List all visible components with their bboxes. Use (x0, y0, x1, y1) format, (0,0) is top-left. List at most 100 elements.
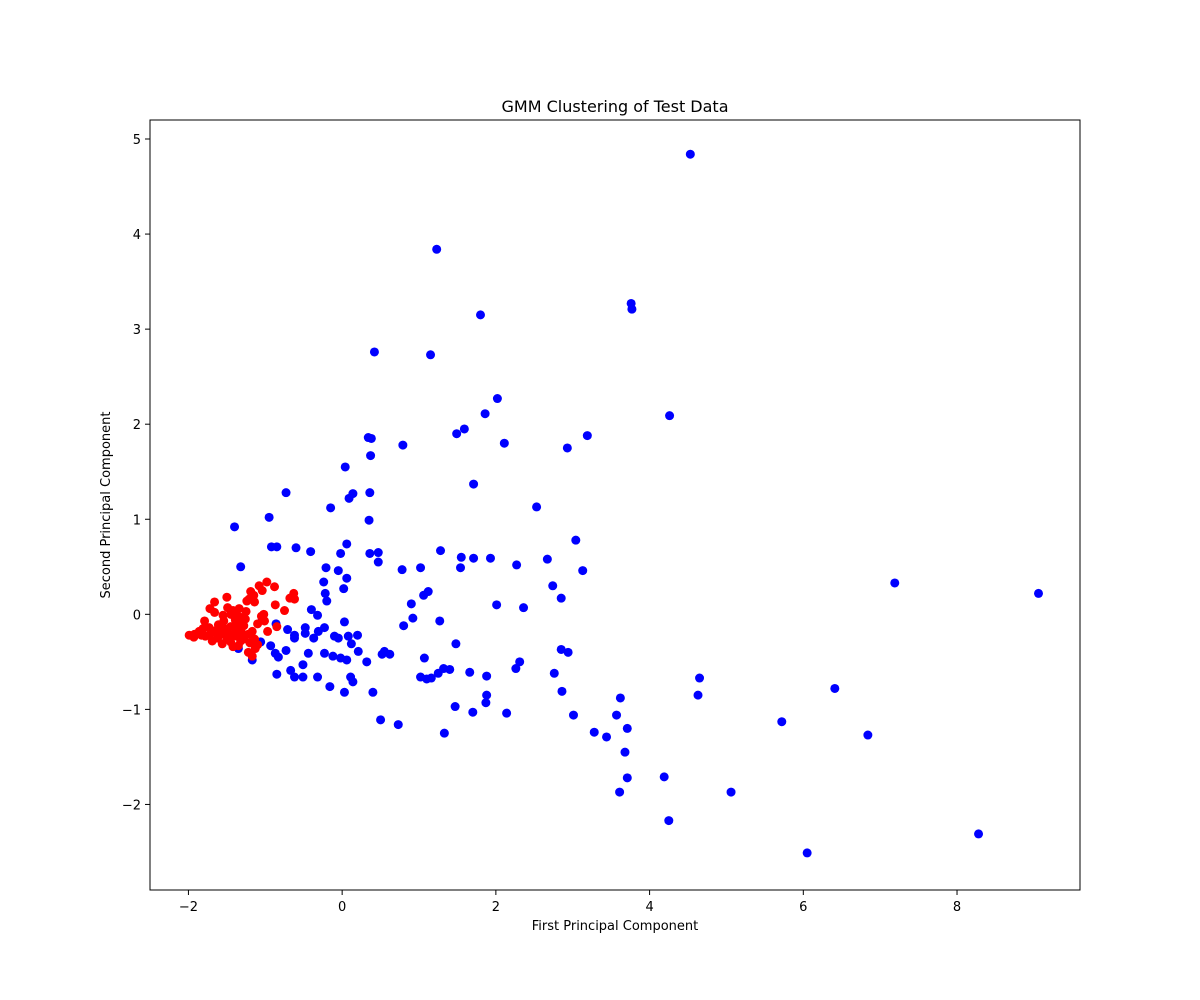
scatter-point-cluster-0 (322, 596, 332, 606)
scatter-point-cluster-0 (557, 686, 567, 696)
scatter-point-cluster-0 (515, 657, 525, 667)
scatter-point-cluster-0 (726, 787, 736, 797)
scatter-point-cluster-0 (397, 565, 407, 575)
scatter-point-cluster-0 (485, 553, 495, 563)
scatter-point-cluster-0 (321, 563, 331, 573)
scatter-point-cluster-1 (210, 597, 220, 607)
scatter-point-cluster-0 (548, 581, 558, 591)
scatter-point-cluster-0 (339, 617, 349, 627)
scatter-point-cluster-0 (436, 546, 446, 556)
scatter-point-cluster-0 (342, 573, 352, 583)
scatter-point-cluster-0 (482, 690, 492, 700)
scatter-point-cluster-0 (480, 409, 490, 419)
scatter-point-cluster-1 (196, 630, 206, 640)
scatter-point-cluster-0 (376, 715, 386, 725)
y-tick-label: 5 (133, 133, 141, 148)
scatter-point-cluster-1 (250, 644, 260, 654)
scatter-point-cluster-0 (326, 503, 336, 513)
scatter-point-cluster-0 (313, 672, 323, 682)
scatter-point-cluster-0 (602, 732, 612, 742)
scatter-point-cluster-0 (342, 539, 352, 549)
x-tick-label: −2 (179, 900, 198, 915)
scatter-point-cluster-0 (571, 535, 581, 545)
scatter-point-cluster-1 (280, 606, 290, 616)
scatter-point-cluster-0 (802, 848, 812, 858)
scatter-point-cluster-0 (532, 502, 542, 512)
scatter-point-cluster-1 (217, 639, 227, 649)
scatter-point-cluster-0 (459, 424, 469, 434)
y-tick-label: 0 (133, 608, 141, 623)
scatter-point-cluster-0 (344, 493, 354, 503)
scatter-point-cluster-1 (272, 622, 282, 632)
scatter-point-cluster-0 (664, 816, 674, 826)
scatter-point-cluster-0 (863, 730, 873, 740)
scatter-point-cluster-0 (622, 773, 632, 783)
x-tick-label: 8 (953, 900, 961, 915)
scatter-point-cluster-0 (336, 548, 346, 558)
x-axis-label: First Principal Component (532, 919, 699, 934)
scatter-point-cluster-0 (273, 652, 283, 662)
scatter-point-cluster-0 (556, 644, 566, 654)
scatter-point-cluster-0 (432, 244, 442, 254)
scatter-point-cluster-0 (365, 548, 375, 558)
scatter-point-cluster-0 (665, 411, 675, 421)
scatter-point-cluster-1 (257, 586, 267, 596)
scatter-point-cluster-0 (433, 668, 443, 678)
scatter-point-cluster-0 (281, 645, 291, 655)
scatter-point-cluster-0 (291, 543, 301, 553)
scatter-point-cluster-0 (563, 647, 573, 657)
scatter-point-cluster-0 (339, 687, 349, 697)
scatter-point-cluster-1 (222, 592, 232, 602)
scatter-point-cluster-0 (695, 673, 705, 683)
scatter-point-cluster-0 (556, 593, 566, 603)
scatter-point-cluster-1 (220, 625, 230, 635)
scatter-point-cluster-0 (365, 488, 375, 498)
scatter-point-cluster-0 (319, 648, 329, 658)
scatter-point-cluster-0 (306, 547, 316, 557)
scatter-point-cluster-0 (830, 683, 840, 693)
scatter-point-cluster-0 (622, 723, 632, 733)
points-layer (184, 149, 1043, 858)
scatter-point-cluster-0 (266, 641, 276, 651)
scatter-point-cluster-0 (373, 557, 383, 567)
y-tick-label: 2 (133, 418, 141, 433)
scatter-point-cluster-0 (568, 710, 578, 720)
scatter-point-cluster-0 (469, 479, 479, 489)
scatter-point-cluster-0 (452, 429, 462, 439)
scatter-point-cluster-0 (465, 667, 475, 677)
scatter-point-cluster-0 (512, 560, 522, 570)
scatter-point-cluster-0 (366, 433, 376, 443)
scatter-point-cluster-0 (264, 512, 274, 522)
scatter-point-cluster-0 (426, 673, 436, 683)
scatter-point-cluster-0 (328, 651, 338, 661)
scatter-point-cluster-0 (693, 690, 703, 700)
scatter-point-cluster-0 (393, 720, 403, 730)
scatter-point-cluster-0 (348, 677, 358, 687)
plot-area (149, 119, 1081, 891)
scatter-point-cluster-0 (366, 451, 376, 461)
scatter-point-cluster-0 (385, 649, 395, 659)
scatter-point-cluster-1 (228, 606, 238, 616)
scatter-point-cluster-0 (974, 829, 984, 839)
scatter-point-cluster-0 (562, 443, 572, 453)
scatter-point-cluster-1 (241, 606, 251, 616)
ticks-layer: −2 0 2 4 6 8 −2 −1 0 1 2 3 4 5 (122, 133, 961, 915)
scatter-point-cluster-0 (549, 668, 559, 678)
scatter-point-cluster-0 (777, 717, 787, 727)
scatter-point-cluster-0 (612, 710, 622, 720)
scatter-point-cluster-0 (416, 563, 426, 573)
scatter-point-cluster-0 (502, 708, 512, 718)
scatter-point-cluster-0 (439, 728, 449, 738)
scatter-point-cluster-0 (303, 648, 313, 658)
scatter-point-cluster-0 (313, 610, 323, 620)
scatter-point-cluster-0 (492, 600, 502, 610)
scatter-point-cluster-0 (408, 613, 418, 623)
scatter-point-cluster-1 (189, 632, 199, 642)
y-tick-label: 1 (133, 513, 141, 528)
scatter-point-cluster-0 (362, 657, 372, 667)
scatter-point-cluster-0 (481, 698, 491, 708)
scatter-point-cluster-1 (228, 642, 238, 652)
scatter-point-cluster-0 (890, 578, 900, 588)
scatter-point-cluster-1 (262, 577, 272, 587)
scatter-point-cluster-0 (339, 584, 349, 594)
